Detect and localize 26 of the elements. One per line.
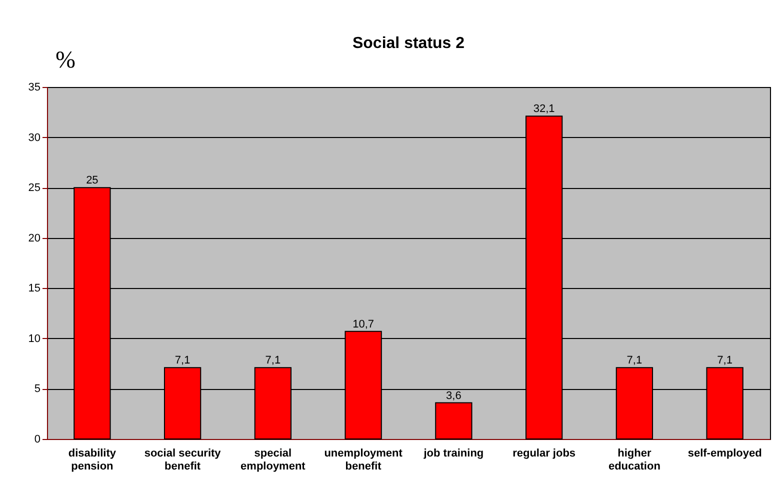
data-label: 25 — [86, 174, 98, 187]
data-label: 7,1 — [174, 354, 190, 367]
y-tick-label: 35 — [28, 82, 40, 94]
x-tick-label: unemployment benefit — [324, 448, 403, 472]
x-tick-label: disability pension — [68, 448, 117, 472]
data-label: 7,1 — [626, 354, 642, 367]
y-tick-label: 10 — [28, 332, 40, 345]
y-tick-label: 15 — [28, 282, 40, 295]
x-tick-label: job training — [422, 448, 484, 460]
y-tick-label: 25 — [28, 182, 40, 194]
data-label: 7,1 — [717, 354, 732, 367]
x-tick-label: special employment — [240, 448, 306, 472]
y-tick-label: 0 — [34, 434, 40, 446]
data-label: 10,7 — [352, 318, 374, 330]
y-axis-title: % — [56, 48, 76, 74]
x-tick-label: regular jobs — [512, 448, 576, 460]
x-tick-label: higher education — [608, 448, 661, 472]
y-tick-label: 30 — [28, 132, 40, 144]
x-tick-label: social security benefit — [144, 448, 222, 472]
data-label: 3,6 — [446, 390, 462, 402]
chart-title: Social status 2 — [352, 35, 465, 52]
data-label: 32,1 — [533, 103, 555, 116]
y-tick-label: 20 — [28, 232, 40, 244]
y-tick-label: 5 — [34, 383, 40, 396]
x-tick-label: self-employed — [688, 448, 762, 460]
data-label: 7,1 — [265, 354, 281, 367]
